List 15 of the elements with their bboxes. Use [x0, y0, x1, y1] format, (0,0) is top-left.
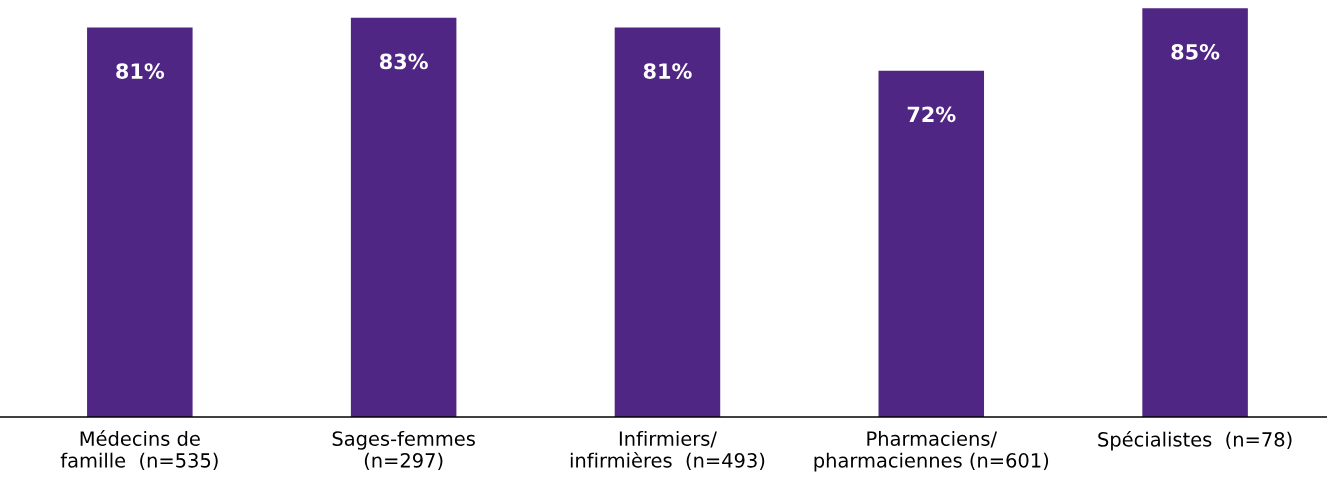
x-tick-label: Spécialistes (n=78): [1098, 430, 1292, 451]
bar: [87, 27, 193, 417]
data-label: 81%: [643, 63, 692, 79]
data-label: 85%: [1171, 43, 1220, 60]
bar: [614, 27, 721, 417]
x-tick-label: Infirmiers/ infirmières (n=493): [570, 430, 765, 470]
bar: [878, 70, 985, 417]
data-label: 81%: [116, 63, 165, 79]
bar: [350, 17, 457, 417]
x-tick-label: Médecins de famille (n=535): [60, 430, 218, 470]
data-label: 72%: [907, 106, 956, 123]
bar: [1142, 8, 1248, 417]
x-tick-label: Pharmaciens/ pharmaciennes (n=601): [814, 430, 1049, 472]
x-tick-label: Sages-femmes (n=297): [332, 430, 475, 470]
data-label: 83%: [379, 53, 428, 70]
